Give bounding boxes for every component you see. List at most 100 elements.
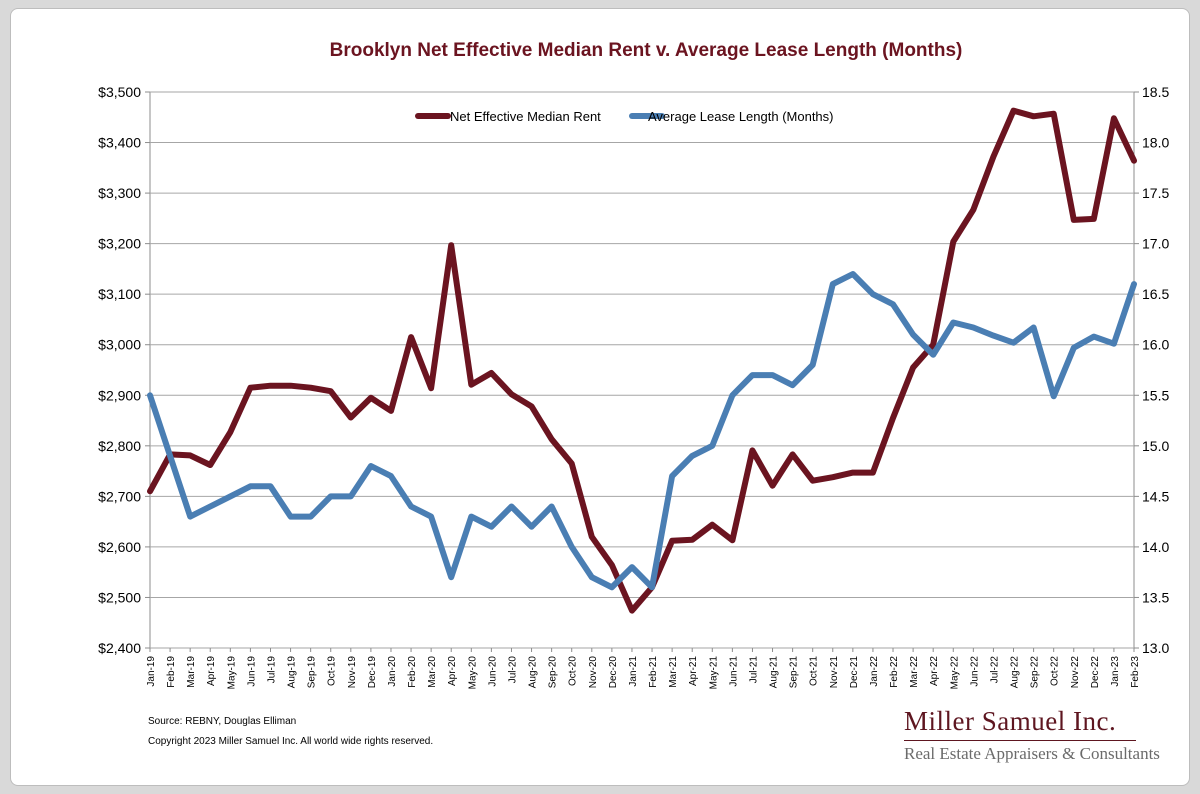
right-tick-label: 15.0 <box>1142 438 1169 454</box>
rent-data-point <box>308 385 314 391</box>
x-tick-label: Mar-20 <box>427 656 438 688</box>
lease-data-point <box>368 463 374 469</box>
lease-data-point <box>1031 325 1037 331</box>
lease-data-point <box>749 372 755 378</box>
rent-data-point <box>709 522 715 528</box>
left-tick-label: $2,500 <box>98 589 141 605</box>
x-tick-label: Dec-21 <box>849 656 860 689</box>
rent-data-point <box>428 385 434 391</box>
rent-data-point <box>930 342 936 348</box>
lease-data-point <box>207 503 213 509</box>
gridlines <box>149 91 1135 649</box>
lease-data-point <box>950 319 956 325</box>
rent-data-point <box>529 403 535 409</box>
x-tick-label: May-22 <box>949 656 960 690</box>
brand-tagline: Real Estate Appraisers & Consultants <box>904 744 1160 763</box>
rent-data-point <box>810 478 816 484</box>
rent-data-point <box>689 537 695 543</box>
x-tick-label: Nov-19 <box>347 656 358 689</box>
x-tick-label: Feb-19 <box>166 656 177 688</box>
left-tick-label: $2,600 <box>98 539 141 555</box>
right-tick-label: 17.5 <box>1142 185 1169 201</box>
rent-data-point <box>890 415 896 421</box>
x-tick-label: Apr-20 <box>447 656 458 686</box>
x-tick-label: Sep-22 <box>1030 656 1041 689</box>
x-tick-label: Apr-21 <box>688 656 699 686</box>
rent-data-point <box>589 534 595 540</box>
rent-data-point <box>468 382 474 388</box>
rent-data-point <box>770 483 776 489</box>
rent-data-point <box>850 470 856 476</box>
rent-data-point <box>569 461 575 467</box>
rent-data-point <box>549 436 555 442</box>
x-tick-label: Oct-22 <box>1050 656 1061 686</box>
lease-data-point <box>629 564 635 570</box>
rent-data-point <box>990 154 996 160</box>
x-tick-label: May-20 <box>467 656 478 690</box>
x-tick-label: Feb-23 <box>1130 656 1141 688</box>
rent-data-point <box>609 562 615 568</box>
lease-data-point <box>308 514 314 520</box>
rent-data-point <box>669 538 675 544</box>
lease-data-point <box>589 574 595 580</box>
x-tick-label: Jan-19 <box>146 656 157 687</box>
rent-data-point <box>1111 115 1117 121</box>
x-tick-label: Aug-21 <box>769 656 780 689</box>
rent-data-point <box>267 383 273 389</box>
right-tick-label: 13.0 <box>1142 640 1169 656</box>
rent-data-point <box>247 385 253 391</box>
left-tick-label: $3,100 <box>98 286 141 302</box>
x-tick-label: Oct-20 <box>568 656 579 686</box>
lease-data-point <box>810 362 816 368</box>
left-tick-label: $3,400 <box>98 135 141 151</box>
chart-card <box>10 8 1190 786</box>
lease-data-point <box>227 493 233 499</box>
left-tick-label: $2,900 <box>98 387 141 403</box>
series-lines <box>147 107 1137 614</box>
x-tick-label: Feb-22 <box>889 656 900 688</box>
x-tick-label: Apr-19 <box>206 656 217 686</box>
rent-data-point <box>288 383 294 389</box>
lease-data-point <box>689 453 695 459</box>
lease-data-point <box>488 524 494 530</box>
x-tick-label: Jan-23 <box>1110 656 1121 687</box>
rent-data-point <box>448 242 454 248</box>
right-tick-label: 16.0 <box>1142 337 1169 353</box>
x-tick-label: Nov-20 <box>588 656 599 689</box>
left-tick-label: $2,800 <box>98 438 141 454</box>
brand-logo-name: Miller Samuel Inc. <box>904 706 1117 736</box>
source-note: Source: REBNY, Douglas Elliman <box>148 716 297 727</box>
x-tick-label: Apr-22 <box>929 656 940 686</box>
lease-data-point <box>167 453 173 459</box>
left-tick-label: $3,200 <box>98 236 141 252</box>
lease-data-point <box>549 503 555 509</box>
x-tick-label: Jul-22 <box>989 656 1000 684</box>
lease-data-point <box>970 325 976 331</box>
x-tick-label: Feb-20 <box>407 656 418 688</box>
lease-data-point <box>448 574 454 580</box>
lease-data-point <box>770 372 776 378</box>
x-axis: Jan-19 Feb-19 Mar-19 Apr-19 May-19 Jun-19 Jul-… <box>146 648 1141 689</box>
rent-data-point <box>910 364 916 370</box>
lease-data-point <box>1051 393 1057 399</box>
rent-data-point <box>328 388 334 394</box>
right-axis: 13.0 13.5 14.0 14.5 15.0 15.5 16.0 16.5 17.0 17.5… <box>1134 84 1169 656</box>
lease-data-point <box>1111 341 1117 347</box>
rent-data-point <box>388 408 394 414</box>
x-tick-label: Jul-19 <box>266 656 277 684</box>
lease-data-point <box>468 514 474 520</box>
rent-data-point <box>207 462 213 468</box>
lease-data-point <box>609 584 615 590</box>
brand-divider <box>904 740 1136 741</box>
x-tick-label: Aug-20 <box>528 656 539 689</box>
lease-data-point <box>569 544 575 550</box>
lease-data-point <box>508 503 514 509</box>
lease-data-point <box>910 332 916 338</box>
right-tick-label: 17.0 <box>1142 236 1169 252</box>
rent-series-line <box>147 107 1137 614</box>
x-tick-label: Jul-20 <box>507 656 518 684</box>
legend-label: Net Effective Median Rent <box>450 109 601 124</box>
chart-title: Brooklyn Net Effective Median Rent v. Av… <box>330 40 963 61</box>
x-tick-label: Mar-21 <box>668 656 679 688</box>
lease-data-point <box>1071 345 1077 351</box>
